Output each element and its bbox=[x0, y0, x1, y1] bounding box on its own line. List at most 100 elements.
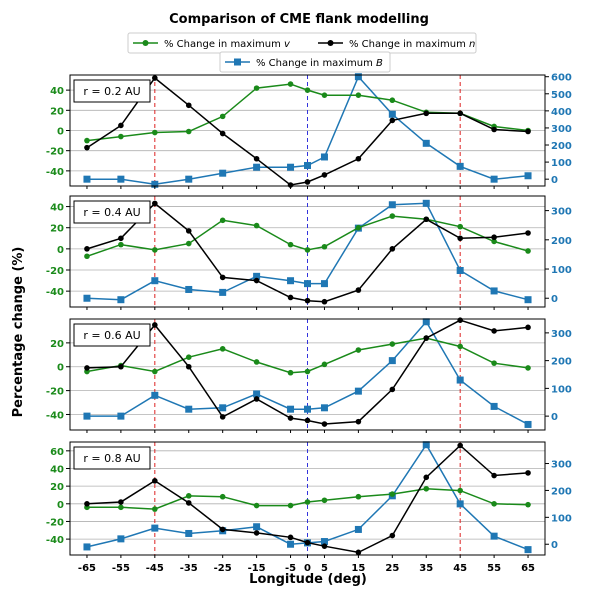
data-point-B bbox=[388, 110, 396, 118]
panel-label-box: r = 0.6 AU bbox=[73, 323, 151, 347]
legend-label-b: % Change in maximum B bbox=[256, 58, 383, 69]
legend-label-b-prefix: % Change in maximum bbox=[256, 58, 376, 69]
data-point-n bbox=[118, 122, 124, 129]
data-point-v bbox=[491, 500, 497, 507]
data-point-n bbox=[321, 172, 328, 178]
data-point-v bbox=[152, 506, 158, 512]
data-point-B bbox=[185, 529, 193, 537]
data-point-B bbox=[490, 532, 498, 540]
data-point-n bbox=[491, 328, 497, 334]
data-point-B bbox=[151, 524, 159, 532]
x-tick-label: 45 bbox=[453, 563, 467, 574]
data-point-B bbox=[354, 387, 362, 395]
data-point-n bbox=[253, 396, 260, 402]
data-point-B bbox=[219, 404, 227, 412]
panel-label-frame bbox=[73, 446, 151, 470]
data-point-n bbox=[304, 297, 311, 304]
data-point-n bbox=[389, 386, 396, 393]
y-tick-label-right: 0 bbox=[551, 175, 558, 186]
legend-label-v-var: v bbox=[284, 39, 291, 50]
panel-label: r = 0.8 AU bbox=[83, 452, 140, 465]
data-point-v bbox=[304, 368, 311, 375]
data-point-n bbox=[525, 324, 531, 331]
legend-label-b-var: B bbox=[376, 58, 383, 69]
data-point-v bbox=[355, 92, 362, 98]
data-point-n bbox=[84, 365, 90, 371]
data-point-n bbox=[389, 532, 396, 539]
data-point-v bbox=[152, 247, 158, 253]
data-point-v bbox=[118, 241, 124, 248]
data-point-v bbox=[185, 493, 192, 499]
data-point-B bbox=[388, 201, 396, 209]
data-point-v bbox=[152, 368, 158, 375]
data-point-n bbox=[491, 472, 497, 479]
data-point-n bbox=[355, 155, 362, 162]
data-point-n bbox=[185, 228, 192, 234]
data-point-n bbox=[355, 418, 362, 425]
data-point-B bbox=[151, 180, 159, 188]
data-point-B bbox=[304, 280, 311, 288]
data-point-n bbox=[525, 470, 531, 476]
data-point-v bbox=[253, 359, 260, 365]
data-point-v bbox=[389, 491, 396, 497]
data-point-v bbox=[287, 502, 294, 509]
y-tick-label-right: 200 bbox=[551, 357, 572, 368]
data-point-n bbox=[185, 500, 192, 506]
data-point-n bbox=[525, 128, 531, 135]
data-point-n bbox=[423, 110, 430, 117]
data-point-n bbox=[219, 526, 226, 533]
data-point-v bbox=[185, 128, 192, 135]
data-point-B bbox=[490, 287, 498, 295]
panel-label: r = 0.2 AU bbox=[83, 85, 140, 98]
data-point-v bbox=[389, 213, 396, 219]
data-point-B bbox=[151, 391, 159, 399]
data-point-B bbox=[151, 277, 159, 285]
legend-entry-v: % Change in maximum v bbox=[133, 39, 291, 50]
data-point-n bbox=[457, 235, 463, 242]
data-point-v bbox=[423, 485, 430, 492]
data-point-v bbox=[491, 238, 497, 245]
data-point-v bbox=[457, 223, 463, 230]
data-point-B bbox=[524, 420, 532, 428]
data-point-v bbox=[304, 87, 311, 93]
panel-label: r = 0.4 AU bbox=[83, 206, 140, 219]
data-point-n bbox=[84, 144, 90, 151]
data-point-B bbox=[354, 73, 362, 81]
data-point-v bbox=[219, 493, 226, 500]
data-point-v bbox=[219, 346, 226, 352]
data-point-n bbox=[355, 549, 362, 556]
data-point-B bbox=[83, 543, 91, 551]
x-tick-label: -55 bbox=[112, 563, 130, 574]
panel-label-box: r = 0.4 AU bbox=[73, 200, 151, 224]
data-point-B bbox=[83, 412, 91, 420]
legend-label-v: % Change in maximum v bbox=[164, 39, 291, 50]
data-point-v bbox=[355, 493, 362, 500]
y-tick-label-left: 0 bbox=[57, 127, 64, 138]
data-point-v bbox=[304, 247, 311, 253]
data-point-n bbox=[152, 75, 158, 81]
data-point-n bbox=[304, 417, 311, 424]
data-point-B bbox=[422, 318, 430, 326]
data-point-v bbox=[457, 487, 463, 494]
data-point-v bbox=[321, 243, 328, 250]
legend-marker-n bbox=[327, 40, 334, 46]
data-point-v bbox=[389, 97, 396, 104]
y-tick-label-right: 600 bbox=[551, 73, 572, 84]
data-point-n bbox=[118, 235, 124, 242]
data-point-v bbox=[253, 222, 260, 229]
panel-4: -40 -20 0 20 40 60 0 100 200 300 r = 0.8 AU bbox=[46, 441, 572, 558]
data-point-n bbox=[321, 298, 328, 305]
data-point-B bbox=[320, 404, 328, 412]
data-point-v bbox=[287, 81, 294, 87]
data-point-n bbox=[118, 499, 124, 505]
y-tick-label-left: -40 bbox=[46, 167, 64, 178]
data-point-B bbox=[185, 285, 193, 293]
data-point-B bbox=[422, 199, 430, 207]
data-point-B bbox=[287, 405, 295, 413]
data-point-v bbox=[525, 248, 531, 254]
data-point-v bbox=[253, 502, 260, 509]
data-point-B bbox=[524, 546, 532, 554]
